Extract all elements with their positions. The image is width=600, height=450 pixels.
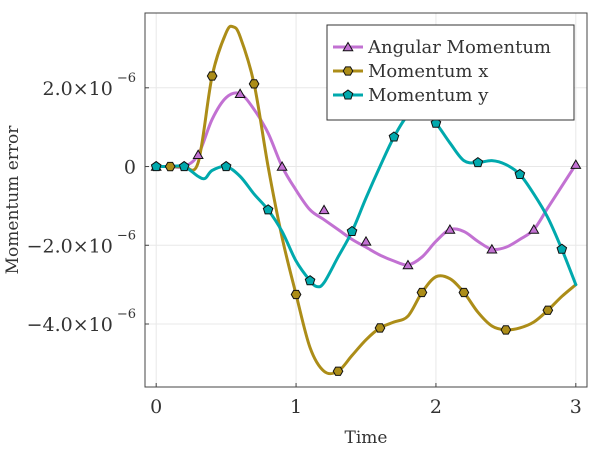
data-point-momentum-y (178, 160, 190, 172)
legend-marker-momentum-x (342, 66, 354, 76)
legend-box (326, 24, 575, 121)
plot-frame (144, 12, 588, 388)
data-point-momentum-x (416, 287, 428, 298)
data-point-momentum-x (500, 325, 512, 335)
data-point-momentum-x (206, 71, 218, 81)
data-point-momentum-y (472, 156, 484, 168)
data-point-angular-momentum (192, 149, 204, 159)
data-point-angular-momentum (276, 161, 288, 171)
x-axis-label: Time (345, 428, 388, 448)
y-tick-label: 2.0×10 −6 (43, 71, 137, 100)
y-axis-label: Momentum error (3, 125, 23, 275)
data-point-momentum-x (248, 79, 260, 89)
x-axis-ticks: 0 1 2 3 (150, 383, 582, 418)
data-point-momentum-x (164, 161, 176, 172)
data-point-momentum-x (542, 305, 554, 315)
data-point-angular-momentum (570, 159, 582, 169)
legend-marker-angular-momentum (342, 41, 354, 52)
y-tick-label: 0 (124, 157, 136, 179)
data-point-angular-momentum (360, 235, 372, 246)
data-point-momentum-x (290, 289, 302, 300)
x-tick-label: 1 (290, 396, 302, 418)
series-line-angular-momentum (154, 91, 578, 267)
data-point-momentum-y (304, 275, 316, 286)
marker-layer (150, 71, 582, 376)
x-tick-label: 3 (570, 396, 582, 418)
legend-label-angular-momentum: Angular Momentum (367, 37, 551, 58)
data-point-momentum-y (150, 160, 162, 172)
data-point-momentum-x (374, 323, 386, 333)
legend-label-momentum-x: Momentum x (368, 61, 488, 82)
data-point-momentum-y (556, 243, 568, 254)
data-point-angular-momentum (486, 243, 498, 254)
x-tick-label: 0 (150, 396, 162, 418)
legend-label-momentum-y: Momentum y (368, 85, 489, 106)
data-point-momentum-x (332, 366, 344, 376)
data-point-angular-momentum (528, 224, 540, 234)
data-point-momentum-x (458, 287, 470, 298)
data-point-angular-momentum (234, 88, 246, 98)
data-point-momentum-y (388, 131, 400, 142)
legend-marker-momentum-y (342, 89, 354, 100)
data-point-momentum-y (220, 160, 232, 172)
data-point-angular-momentum (318, 204, 330, 215)
data-point-momentum-y (346, 225, 358, 237)
y-tick-label: −2.0×10 −6 (27, 228, 136, 257)
legend: Angular Momentum Momentum x Momentum y (326, 24, 575, 121)
data-point-momentum-y (514, 168, 526, 179)
x-tick-label: 2 (430, 396, 442, 418)
data-point-angular-momentum (444, 224, 456, 234)
data-point-momentum-y (262, 204, 274, 215)
data-point-angular-momentum (402, 259, 414, 270)
y-tick-label: −4.0×10 −6 (27, 307, 136, 336)
y-axis-ticks: 2.0×10 −6 0 −2.0×10 −6 −4.0×10 −6 (27, 71, 149, 336)
